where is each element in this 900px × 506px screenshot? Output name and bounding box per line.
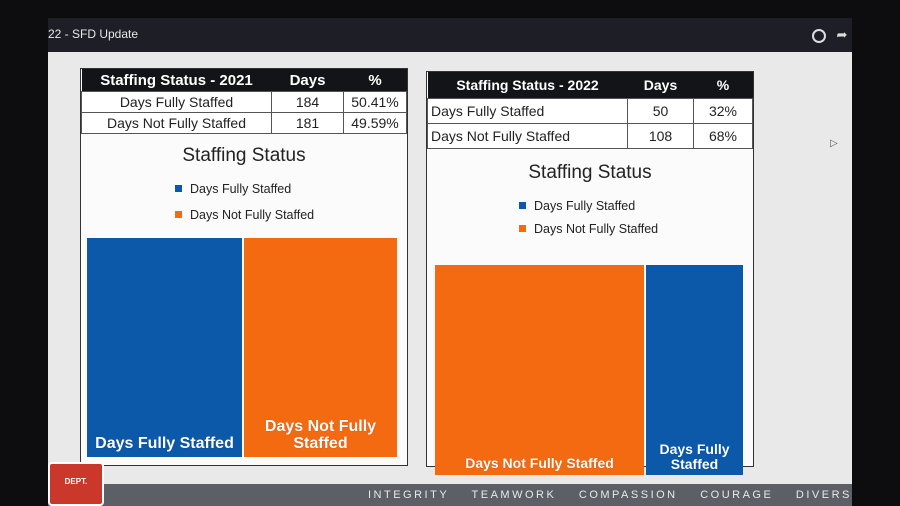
table-cell: Days Fully Staffed xyxy=(81,91,272,113)
core-value: COURAGE xyxy=(700,489,774,501)
table-cell: 32% xyxy=(693,98,753,124)
table-header: % xyxy=(693,72,753,99)
staffing-table-2022: Staffing Status - 2022 Days % Days Fully… xyxy=(427,72,753,149)
legend-swatch xyxy=(175,185,182,193)
table-header: Staffing Status - 2021 xyxy=(81,69,272,92)
legend-label: Days Not Fully Staffed xyxy=(534,222,659,236)
chart-title: Staffing Status xyxy=(182,145,306,166)
legend-swatch xyxy=(519,202,526,210)
table-cell: 49.59% xyxy=(343,112,407,134)
core-value: DIVERSITY xyxy=(795,489,852,501)
table-header: Days xyxy=(627,72,694,99)
treemap-bar xyxy=(646,265,743,475)
table-row: Days Fully Staffed 184 50.41% xyxy=(81,91,407,113)
share-arrow-icon[interactable]: ➦ xyxy=(836,27,848,42)
treemap-bar-label: Days Not Fully Staffed xyxy=(264,418,377,452)
cursor-icon: ▷ xyxy=(830,138,838,149)
logo-text: DEPT. xyxy=(64,477,88,486)
legend-label: Days Fully Staffed xyxy=(534,199,636,213)
chart-title: Staffing Status xyxy=(528,162,652,183)
video-title-bar: 22 - SFD Update ➦ xyxy=(48,18,852,52)
video-title: 22 - SFD Update xyxy=(48,27,139,41)
table-header: Staffing Status - 2022 xyxy=(427,72,628,99)
table-header: % xyxy=(343,69,407,92)
core-values: INTEGRITY TEAMWORK COMPASSION COURAGE DI… xyxy=(368,489,852,501)
table-cell: 50 xyxy=(627,98,694,124)
table-cell: Days Not Fully Staffed xyxy=(81,112,272,134)
legend-label: Days Not Fully Staffed xyxy=(190,208,315,222)
treemap-bar xyxy=(435,265,644,475)
table-row: Days Fully Staffed 50 32% xyxy=(427,98,753,124)
legend-item: Days Not Fully Staffed xyxy=(519,222,658,236)
legend-swatch xyxy=(175,211,182,219)
staffing-panel-2022: Staffing Status - 2022 Days % Days Fully… xyxy=(426,71,754,475)
legend-item: Days Not Fully Staffed xyxy=(175,208,314,222)
table-cell: 181 xyxy=(271,112,344,134)
treemap-bar-label: Days Fully Staffed xyxy=(95,435,234,452)
table-cell: 50.41% xyxy=(343,91,407,113)
core-value: INTEGRITY xyxy=(368,489,450,501)
table-row: Days Not Fully Staffed 181 49.59% xyxy=(81,112,407,134)
staffing-table-2021: Staffing Status - 2021 Days % Days Fully… xyxy=(81,69,407,134)
table-header: Days xyxy=(271,69,344,92)
clock-icon[interactable] xyxy=(812,29,826,43)
legend-swatch xyxy=(519,225,526,233)
legend-label: Days Fully Staffed xyxy=(190,182,292,196)
core-value: COMPASSION xyxy=(578,489,678,501)
legend-item: Days Fully Staffed xyxy=(175,182,291,196)
table-cell: 108 xyxy=(627,123,694,149)
table-cell: 68% xyxy=(693,123,753,149)
table-cell: 184 xyxy=(271,91,344,113)
treemap-bar-label: Days Fully Staffed xyxy=(659,441,730,472)
footer-bar: INTEGRITY TEAMWORK COMPASSION COURAGE DI… xyxy=(48,484,852,506)
core-value: TEAMWORK xyxy=(471,489,557,501)
treemap-bar xyxy=(87,238,242,457)
staffing-panel-2021: Staffing Status - 2021 Days % Days Fully… xyxy=(80,68,408,466)
treemap-bar xyxy=(244,238,397,457)
table-cell: Days Not Fully Staffed xyxy=(427,123,628,149)
fire-dept-logo: DEPT. xyxy=(48,462,104,506)
table-cell: Days Fully Staffed xyxy=(427,98,628,124)
treemap-bar-label: Days Not Fully Staffed xyxy=(465,455,614,471)
table-row: Days Not Fully Staffed 108 68% xyxy=(427,123,753,149)
legend-item: Days Fully Staffed xyxy=(519,199,635,213)
presentation-screen: 22 - SFD Update ➦ Staffing Status - 2021… xyxy=(48,18,852,506)
